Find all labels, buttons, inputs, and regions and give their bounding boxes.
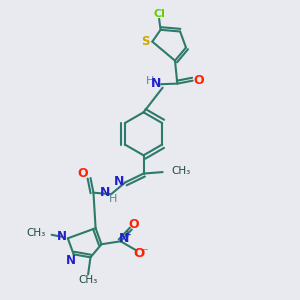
Text: O: O bbox=[78, 167, 88, 180]
Text: CH₃: CH₃ bbox=[26, 228, 46, 238]
Text: +: + bbox=[124, 230, 131, 239]
Text: CH₃: CH₃ bbox=[172, 166, 191, 176]
Text: O: O bbox=[128, 218, 139, 231]
Text: N: N bbox=[100, 186, 110, 199]
Text: O: O bbox=[133, 247, 145, 260]
Text: H: H bbox=[109, 194, 118, 205]
Text: N: N bbox=[114, 175, 124, 188]
Text: O: O bbox=[194, 74, 204, 87]
Text: S: S bbox=[142, 35, 150, 48]
Text: N: N bbox=[66, 254, 76, 267]
Text: N: N bbox=[151, 77, 161, 90]
Text: N: N bbox=[57, 230, 67, 243]
Text: H: H bbox=[146, 76, 154, 86]
Text: CH₃: CH₃ bbox=[79, 275, 98, 285]
Text: ⁻: ⁻ bbox=[141, 246, 148, 259]
Text: N: N bbox=[119, 232, 129, 245]
Text: Cl: Cl bbox=[153, 9, 165, 19]
